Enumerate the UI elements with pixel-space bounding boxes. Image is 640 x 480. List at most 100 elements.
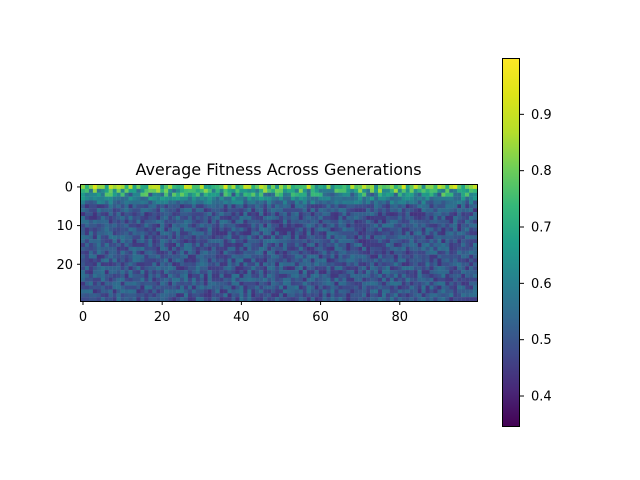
heatmap-cell [187, 227, 193, 232]
heatmap-cell [172, 250, 177, 255]
heatmap-cell [243, 254, 248, 259]
heatmap-cell [235, 262, 240, 267]
heatmap-cell [453, 192, 458, 197]
heatmap-cell [282, 208, 288, 213]
heatmap-cell [381, 273, 387, 278]
heatmap-cell [176, 246, 181, 251]
heatmap-cell [306, 204, 311, 209]
heatmap-cell [413, 231, 418, 236]
heatmap-cell [211, 281, 216, 286]
heatmap-cell [358, 227, 363, 232]
heatmap-cell [148, 281, 153, 286]
heatmap-cell [342, 208, 347, 213]
heatmap-cell [207, 277, 212, 282]
heatmap-cell [172, 243, 177, 248]
heatmap-cell [405, 219, 410, 224]
heatmap-cell [81, 289, 86, 294]
heatmap-cell [136, 235, 141, 240]
heatmap-cell [140, 239, 145, 244]
heatmap-cell [199, 293, 204, 298]
heatmap-cell [144, 289, 149, 294]
heatmap-cell [271, 254, 276, 259]
heatmap-cell [132, 297, 137, 302]
heatmap-cell [318, 219, 323, 224]
heatmap-cell [354, 270, 359, 275]
heatmap-cell [267, 262, 272, 267]
heatmap-cell [413, 185, 418, 190]
heatmap-cell [215, 270, 220, 275]
heatmap-cell [199, 239, 204, 244]
heatmap-cell [286, 254, 292, 259]
heatmap-cell [302, 270, 307, 275]
heatmap-cell [239, 188, 244, 193]
heatmap-cell [219, 223, 224, 228]
heatmap-cell [453, 262, 458, 267]
heatmap-cell [164, 254, 169, 259]
heatmap-cell [405, 243, 410, 248]
heatmap-cell [334, 273, 339, 278]
heatmap-cell [318, 262, 323, 267]
heatmap-cell [191, 243, 197, 248]
heatmap-cell [322, 227, 327, 232]
heatmap-cell [235, 231, 240, 236]
heatmap-cell [191, 258, 197, 263]
heatmap-cell [176, 289, 181, 294]
heatmap-cell [164, 243, 169, 248]
heatmap-cell [128, 262, 133, 267]
heatmap-cell [358, 204, 363, 209]
heatmap-cell [302, 246, 307, 251]
heatmap-cell [148, 250, 153, 255]
heatmap-cell [203, 188, 208, 193]
heatmap-cell [437, 262, 442, 267]
heatmap-cell [457, 219, 462, 224]
heatmap-cell [132, 246, 137, 251]
heatmap-cell [128, 277, 133, 282]
heatmap-cell [469, 293, 474, 298]
heatmap-cell [425, 243, 430, 248]
heatmap-cell [164, 231, 169, 236]
heatmap-cell [116, 215, 121, 220]
heatmap-cell [437, 266, 442, 271]
heatmap-cell [358, 235, 363, 240]
heatmap-cell [338, 192, 343, 197]
heatmap-cell [267, 188, 272, 193]
heatmap-cell [116, 270, 121, 275]
heatmap-cell [199, 223, 204, 228]
heatmap-cell [104, 239, 109, 244]
heatmap-cell [417, 196, 422, 201]
heatmap-cell [156, 212, 161, 217]
heatmap-cell [310, 219, 315, 224]
heatmap-cell [366, 212, 371, 217]
heatmap-cell [362, 200, 367, 205]
heatmap-cell [215, 262, 220, 267]
heatmap-cell [140, 277, 145, 282]
heatmap-cell [81, 231, 86, 236]
heatmap-cell [437, 204, 442, 209]
heatmap-cell [429, 212, 434, 217]
heatmap-cell [350, 204, 355, 209]
heatmap-cell [457, 250, 462, 255]
heatmap-cell [413, 273, 418, 278]
heatmap-cell [393, 246, 398, 251]
heatmap-cell [180, 219, 185, 224]
heatmap-cell [421, 223, 426, 228]
heatmap-cell [84, 215, 90, 220]
heatmap-cell [207, 223, 212, 228]
heatmap-cell [342, 188, 347, 193]
heatmap-cell [243, 297, 248, 302]
heatmap-cell [267, 254, 272, 259]
heatmap-cell [239, 219, 244, 224]
heatmap-cell [370, 293, 375, 298]
heatmap-cell [401, 188, 406, 193]
heatmap-cell [362, 219, 367, 224]
heatmap-cell [259, 196, 264, 201]
heatmap-cell [81, 188, 86, 193]
heatmap-cell [195, 231, 200, 236]
heatmap-cell [393, 192, 398, 197]
heatmap-cell [449, 277, 454, 282]
heatmap-cell [290, 227, 296, 232]
heatmap-cell [429, 266, 434, 271]
heatmap-cell [203, 285, 208, 290]
heatmap-cell [100, 258, 105, 263]
heatmap-cell [152, 200, 157, 205]
